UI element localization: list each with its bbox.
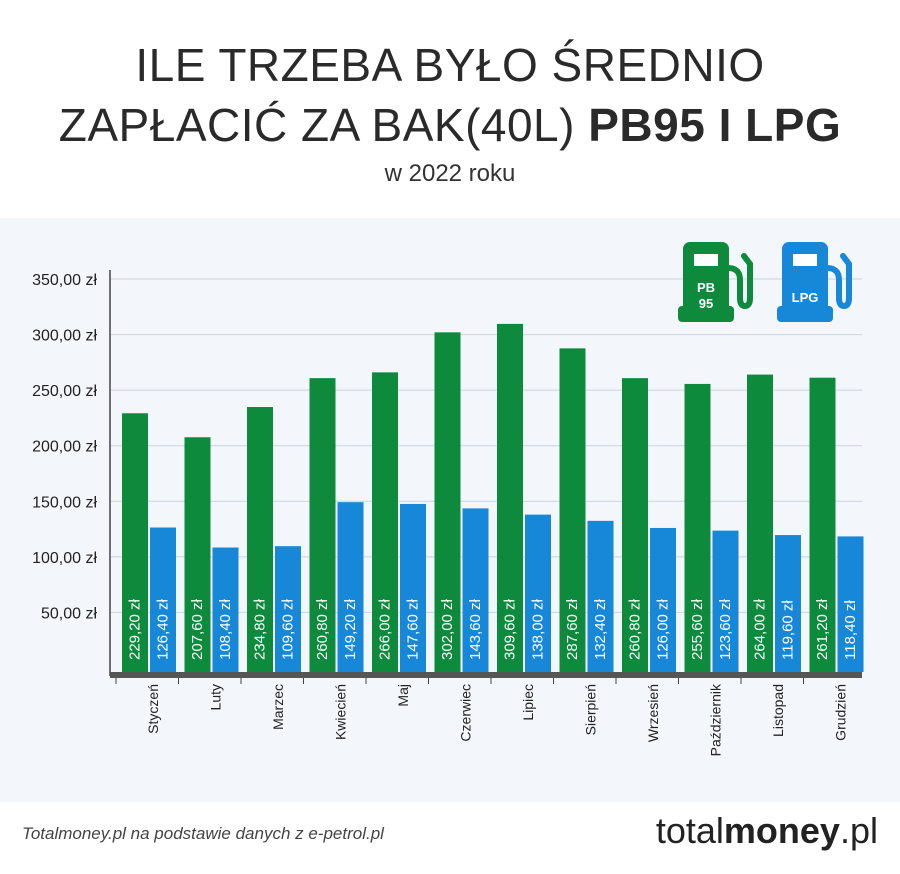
pb95-pump-icon: PB95 [678,242,753,322]
data-label: 126,00 zł [655,598,672,660]
data-label: 264,00 zł [752,598,769,660]
bar-pb95 [184,437,211,672]
y-tick-label: 250,00 zł [32,383,97,400]
data-label: 229,20 zł [127,598,144,660]
bar-lpg [275,546,301,672]
bar-lpg [775,535,801,672]
x-tick-label: Lipiec [520,684,536,721]
title-line-2: ZAPŁACIĆ ZA BAK(40L) PB95 I LPG [0,98,900,152]
bar-pb95 [434,332,461,672]
data-label: 207,60 zł [189,598,206,660]
data-label: 138,00 zł [530,598,547,660]
y-tick-label: 100,00 zł [32,550,97,567]
brand-tld: .pl [839,810,878,851]
bar-lpg [400,503,426,672]
svg-text:PB: PB [697,280,715,295]
x-tick-label: Grudzień [833,684,849,741]
bar-pb95 [497,323,523,672]
source-note: Totalmoney.pl na podstawie danych z e-pe… [22,824,384,843]
bar-lpg [650,527,676,672]
bar-pb95 [247,407,273,672]
subtitle: w 2022 roku [384,160,516,187]
data-label: 147,60 zł [405,598,422,660]
data-label: 118,40 zł [842,600,859,660]
title-part: ZAPŁACIĆ ZA BAK(40L) [58,99,589,151]
data-label: 260,80 zł [314,598,331,660]
data-label: 266,00 zł [377,598,394,660]
bar-lpg [837,536,864,672]
data-label: 126,40 zł [155,598,172,660]
bar-pb95 [747,374,773,672]
bar-lpg [212,547,239,672]
y-tick-label: 300,00 zł [32,328,97,345]
bar-pb95 [809,377,836,672]
bar-pb95 [309,378,336,672]
x-tick-label: Maj [395,684,411,707]
x-tick-label: Kwiecień [333,684,349,740]
bar-lpg [337,502,364,672]
bar-lpg [587,520,614,672]
bar-pb95 [622,378,648,672]
x-tick-label: Styczeń [145,684,161,734]
data-label: 109,60 zł [280,598,297,660]
bar-lpg [150,527,176,672]
bar-pb95 [684,383,711,672]
x-tick-label: Czerwiec [458,684,474,742]
x-axis [110,672,862,678]
title-bold: PB95 I LPG [588,99,842,151]
data-label: 309,60 zł [502,598,519,660]
y-tick-label: 50,00 zł [41,605,97,622]
data-label: 123,60 zł [717,598,734,660]
data-label: 287,60 zł [564,598,581,660]
y-tick-label: 150,00 zł [32,494,97,511]
bar-pb95 [122,413,148,672]
x-tick-label: Sierpień [583,684,599,735]
lpg-pump-icon: LPG [777,242,852,322]
data-label: 260,80 zł [627,598,644,660]
x-tick-label: Październik [708,683,724,756]
bar-lpg [462,508,489,672]
x-tick-label: Luty [208,684,224,710]
title-line-1: ILE TRZEBA BYŁO ŚREDNIO [135,39,765,91]
brand-logo: totalmoney.pl [656,810,878,852]
svg-text:95: 95 [699,296,713,311]
data-label: 255,60 zł [689,598,706,660]
y-tick-label: 200,00 zł [32,439,97,456]
svg-text:LPG: LPG [792,290,819,305]
data-label: 132,40 zł [592,598,609,660]
data-label: 119,60 zł [780,600,797,660]
bar-lpg [525,514,551,672]
data-label: 149,20 zł [342,598,359,660]
x-tick-label: Wrzesień [645,684,661,742]
y-tick-label: 350,00 zł [32,272,97,289]
data-label: 234,80 zł [252,598,269,660]
bar-pb95 [372,372,398,672]
data-label: 261,20 zł [814,598,831,660]
x-tick-label: Marzec [270,684,286,730]
brand-part: total [655,810,724,851]
brand-bold: money [723,810,840,851]
data-label: 108,40 zł [217,598,234,660]
bar-lpg [712,530,739,672]
data-label: 302,00 zł [439,598,456,660]
data-label: 143,60 zł [467,598,484,660]
bar-pb95 [559,348,586,672]
x-tick-label: Listopad [770,684,786,737]
